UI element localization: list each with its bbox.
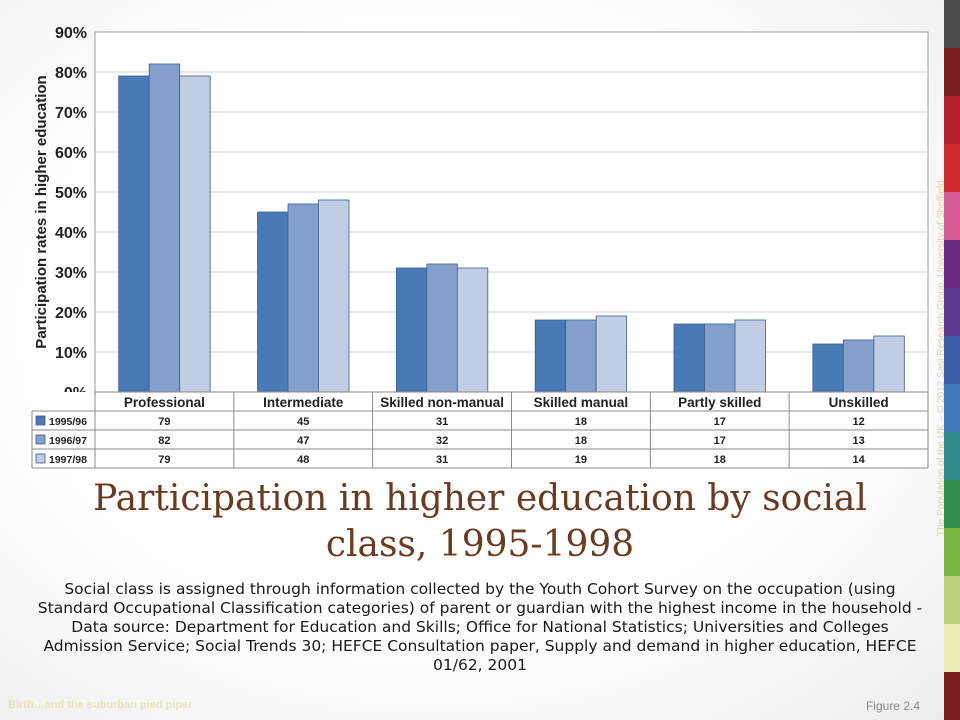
color-strip-segment — [944, 528, 960, 576]
data-label: 79 — [158, 454, 170, 466]
data-label: 18 — [714, 454, 726, 466]
y-tick-label: 40% — [55, 225, 87, 242]
y-tick-label: 60% — [55, 145, 87, 162]
bar — [395, 267, 428, 393]
color-strip-segment — [944, 336, 960, 384]
legend-series-name: 1997/98 — [49, 454, 87, 466]
data-label: 19 — [575, 454, 587, 466]
data-label: 47 — [297, 435, 309, 447]
data-label: 18 — [575, 435, 587, 447]
y-tick-label: 90% — [55, 25, 87, 42]
color-strip-segment — [944, 384, 960, 432]
decorative-color-strip — [944, 0, 960, 720]
category-label: Skilled manual — [534, 395, 629, 410]
bar — [734, 319, 766, 393]
color-strip-segment — [944, 432, 960, 480]
bar — [426, 263, 458, 393]
data-table: Professional Intermediate Skilled non-manu… — [31, 391, 929, 469]
bar — [565, 319, 597, 393]
bar — [456, 267, 489, 393]
figure-number: Figure 2.4 — [865, 699, 920, 713]
bars — [118, 63, 905, 393]
color-strip-segment — [944, 288, 960, 336]
bar — [873, 335, 905, 393]
data-label: 17 — [714, 416, 726, 428]
legend-swatch — [35, 453, 46, 464]
bar-chart: 0%10%20%30%40%50%60%70%80%90% Participat… — [31, 25, 929, 469]
slide-title: Participation in higher education by soc… — [93, 478, 867, 565]
category-label: Professional — [124, 395, 205, 410]
y-tick-label: 80% — [55, 65, 87, 82]
data-label: 48 — [297, 454, 309, 466]
data-label: 12 — [852, 416, 864, 428]
y-tick-label: 20% — [55, 305, 87, 322]
color-strip-segment — [944, 192, 960, 240]
color-strip-segment — [944, 480, 960, 528]
y-tick-label: 10% — [55, 345, 87, 362]
color-strip-segment — [944, 48, 960, 96]
color-strip-segment — [944, 672, 960, 720]
grid-lines — [95, 71, 928, 353]
y-tick-label: 50% — [55, 185, 87, 202]
y-axis-ticks: 0%10%20%30%40%50%60%70%80%90% — [55, 25, 87, 402]
legend-series-name: 1995/96 — [49, 416, 87, 428]
legend-series-name: 1996/97 — [49, 435, 87, 447]
y-tick-label: 30% — [55, 265, 87, 282]
category-label: Partly skilled — [678, 395, 761, 410]
legend-swatch — [35, 415, 46, 426]
figure-caption: Social class is assigned through informa… — [37, 580, 923, 674]
bar — [179, 75, 211, 393]
y-axis-label: Participation rates in higher education — [33, 75, 50, 348]
data-label: 82 — [158, 435, 170, 447]
data-label: 31 — [436, 416, 448, 428]
color-strip-segment — [944, 240, 960, 288]
color-strip-segment — [944, 96, 960, 144]
color-strip-segment — [944, 576, 960, 624]
bar — [534, 319, 567, 393]
legend-swatch — [35, 434, 46, 445]
data-label: 32 — [436, 435, 448, 447]
color-strip-segment — [944, 0, 960, 48]
category-label: Unskilled — [829, 395, 889, 410]
bar — [812, 343, 844, 393]
bar — [287, 203, 319, 393]
data-label: 79 — [158, 416, 170, 428]
bar — [118, 75, 150, 393]
bar — [318, 199, 350, 393]
data-label: 18 — [575, 416, 587, 428]
bar — [148, 63, 181, 393]
footer-book-title: Birth…and the suburban pied piper — [8, 699, 193, 711]
color-strip-segment — [944, 144, 960, 192]
bar — [673, 323, 705, 393]
color-strip-segment — [944, 624, 960, 672]
category-label: Skilled non-manual — [380, 395, 504, 410]
bar — [595, 315, 628, 393]
bar — [842, 339, 875, 393]
plot-area — [94, 31, 929, 393]
data-label: 14 — [852, 454, 865, 466]
bar — [704, 323, 736, 393]
data-label: 31 — [436, 454, 448, 466]
data-label: 17 — [714, 435, 726, 447]
data-label: 13 — [852, 435, 864, 447]
bar — [257, 211, 289, 393]
y-tick-label: 70% — [55, 105, 87, 122]
category-label: Intermediate — [263, 395, 344, 410]
data-label: 45 — [297, 416, 309, 428]
